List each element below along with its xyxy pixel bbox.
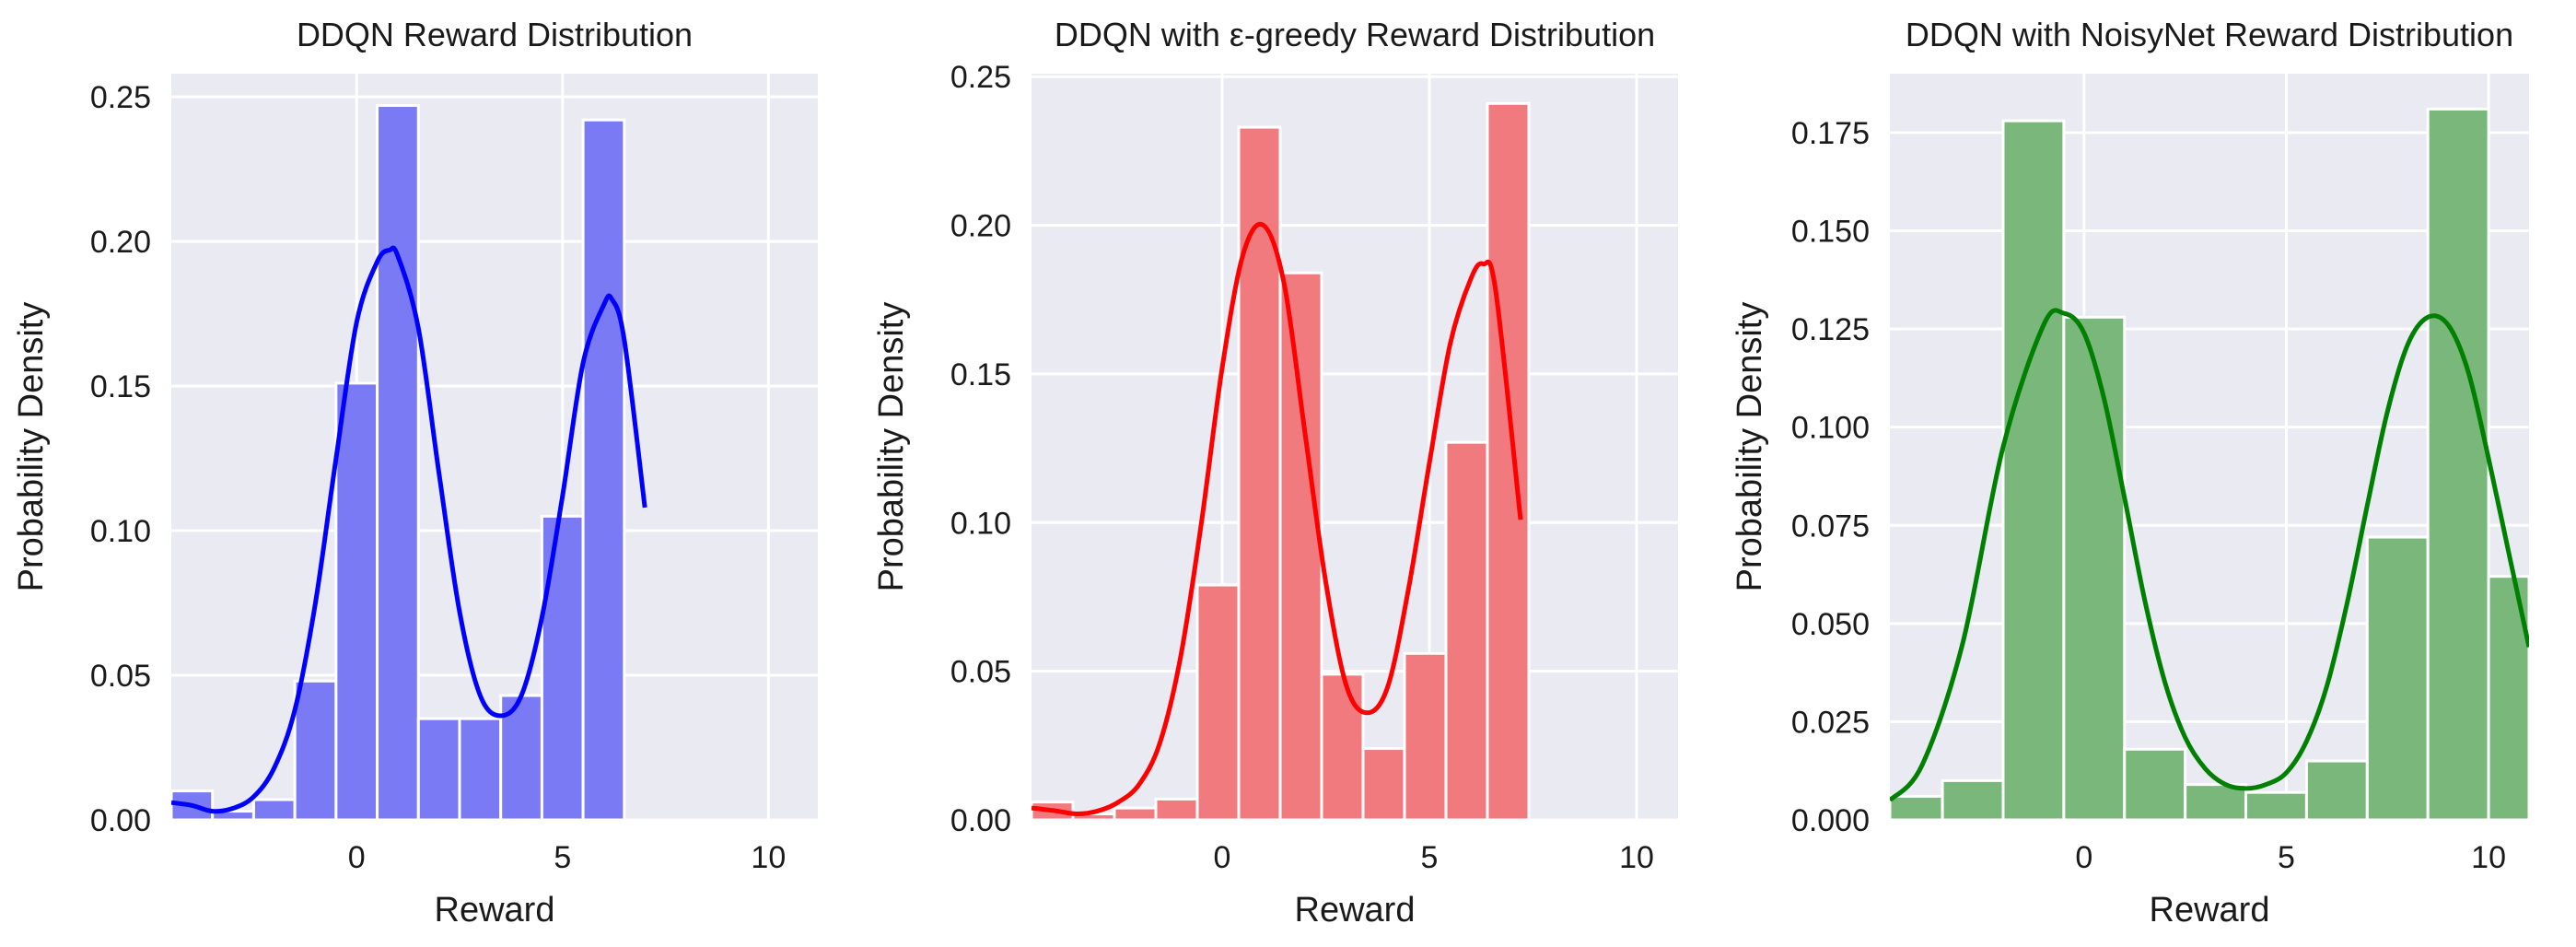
y-tick-label: 0.150 [1791, 215, 1870, 250]
histogram-bar [293, 679, 338, 820]
y-tick-label: 0.100 [1791, 411, 1870, 446]
histogram-bar [2001, 119, 2066, 820]
y-tick-label: 0.00 [950, 803, 1011, 838]
histogram-bar [2123, 747, 2187, 820]
y-tick-label: 0.25 [950, 60, 1011, 95]
histogram-bar [1320, 672, 1365, 820]
kde-line [1890, 308, 2529, 802]
histogram-bars [1890, 107, 2529, 820]
chart-title: DDQN Reward Distribution [297, 16, 693, 53]
histogram-bar [334, 381, 379, 820]
kde-line [1032, 221, 1523, 817]
chart-panel-1: 0.00 0.05 0.10 0.15 0.20 0.25 0 5 10 DDQN Reward … [12, 16, 818, 929]
histogram-bar [1195, 583, 1241, 820]
histogram-bar [416, 717, 461, 820]
y-tick-label: 0.05 [90, 659, 151, 694]
x-tick-label: 5 [554, 840, 571, 875]
histogram-bar [376, 104, 420, 820]
histogram-bar [1890, 794, 1944, 820]
kde-line [171, 245, 647, 814]
y-axis-label: Probability Density [12, 302, 51, 592]
x-tick-label: 0 [1214, 840, 1231, 875]
histogram-bars [1032, 101, 1531, 820]
plot-area [171, 74, 818, 820]
histogram-bar [251, 798, 297, 820]
chart-title: DDQN with ε-greedy Reward Distribution [1055, 16, 1655, 53]
histogram-bar [2304, 759, 2369, 820]
y-axis-label: Probability Density [872, 302, 911, 592]
histogram-bar [2365, 535, 2430, 820]
y-tick-label: 0.10 [90, 514, 151, 549]
chart-panel-3: 0.000 0.025 0.050 0.075 0.100 0.125 0.150 0.175… [1731, 16, 2529, 929]
histogram-bar [1486, 101, 1531, 820]
y-tick-label: 0.00 [90, 803, 151, 838]
x-axis-label: Reward [1295, 891, 1416, 929]
histogram-bar [2426, 107, 2490, 820]
y-tick-label: 0.15 [90, 369, 151, 404]
x-tick-label: 0 [2075, 840, 2092, 875]
histogram-bar [458, 717, 503, 820]
x-tick-label: 10 [1619, 840, 1654, 875]
y-tick-label: 0.10 [950, 506, 1011, 541]
y-tick-label: 0.025 [1791, 705, 1870, 740]
y-tick-label: 0.05 [950, 655, 1011, 690]
histogram-bar [581, 118, 626, 820]
histogram-bar [1113, 806, 1158, 820]
histogram-bar [1403, 651, 1448, 820]
y-tick-label: 0.20 [950, 209, 1011, 244]
histogram-bars [171, 104, 626, 820]
y-tick-label: 0.000 [1791, 803, 1870, 838]
histogram-bar [1941, 778, 2005, 820]
histogram-bar [1237, 125, 1282, 820]
y-tick-label: 0.15 [950, 357, 1011, 392]
y-tick-label: 0.050 [1791, 607, 1870, 642]
histogram-bar [1361, 747, 1406, 820]
y-tick-label: 0.125 [1791, 312, 1870, 347]
x-axis-label: Reward [2150, 891, 2270, 929]
y-tick-label: 0.175 [1791, 116, 1870, 151]
x-axis-label: Reward [435, 891, 555, 929]
chart-title: DDQN with NoisyNet Reward Distribution [1906, 16, 2513, 53]
x-tick-label: 10 [2471, 840, 2506, 875]
histogram-bar [1444, 440, 1489, 820]
histogram-bar [540, 514, 585, 820]
x-tick-label: 5 [1421, 840, 1439, 875]
histogram-bar [1278, 271, 1323, 820]
y-tick-label: 0.20 [90, 225, 151, 260]
y-tick-label: 0.25 [90, 80, 151, 115]
y-tick-label: 0.075 [1791, 509, 1870, 544]
x-tick-label: 5 [2278, 840, 2295, 875]
y-axis-label: Probability Density [1731, 302, 1769, 592]
histogram-bar [171, 789, 215, 820]
histogram-bar [1154, 797, 1199, 820]
histogram-bar [2062, 315, 2127, 820]
chart-panel-2: 0.00 0.05 0.10 0.15 0.20 0.25 0 5 10 DDQN with ε-… [872, 16, 1678, 929]
x-tick-label: 0 [348, 840, 366, 875]
histogram-bar [2244, 790, 2308, 820]
x-tick-label: 10 [751, 840, 786, 875]
histogram-bar [2184, 783, 2248, 820]
